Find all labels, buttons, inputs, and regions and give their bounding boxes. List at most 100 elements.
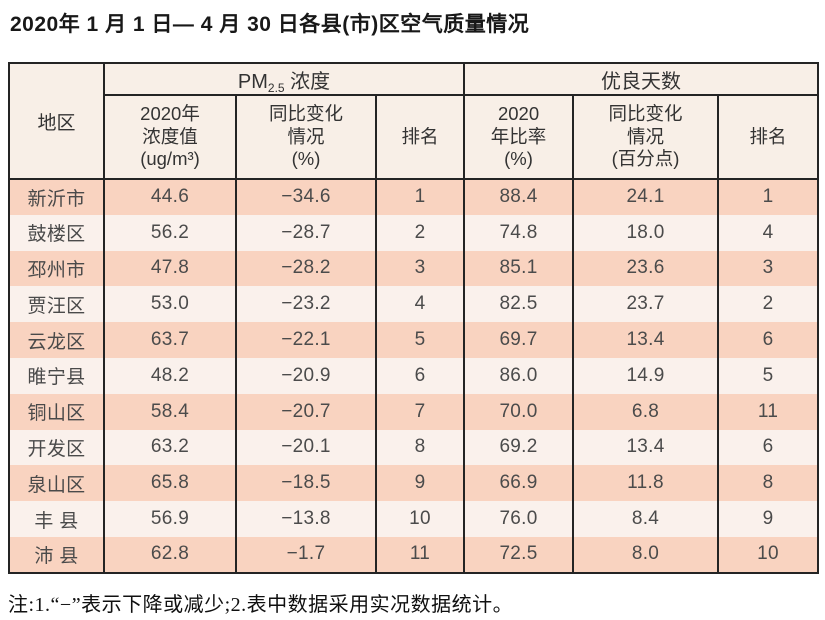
good-ratio-cell: 69.7 (463, 322, 575, 358)
pm-rank-cell: 10 (374, 501, 466, 537)
good-change-cell: 23.7 (572, 286, 720, 323)
good-ratio-cell: 66.9 (463, 465, 575, 502)
good-rank-cell: 5 (717, 357, 820, 394)
pm-rank-cell: 6 (374, 357, 466, 394)
region-cell: 泉山区 (8, 465, 105, 502)
air-quality-table: 地区 PM2.5 浓度 优良天数 2020年 浓度值 (ug/m³) 同比变化 … (8, 62, 820, 574)
good-rank-cell: 4 (717, 214, 820, 251)
good-ratio-cell: 85.1 (463, 250, 575, 287)
pm-label: PM (237, 70, 268, 93)
pm-change-cell: −20.9 (235, 357, 377, 394)
pm-change-cell: −23.2 (235, 286, 377, 323)
pm-label-suffix: 浓度 (284, 70, 331, 93)
good-rank-cell: 6 (717, 429, 820, 466)
pm-rank-cell: 11 (374, 536, 466, 573)
pm-change-cell: −20.1 (235, 429, 377, 466)
header-sub-row: 2020年 浓度值 (ug/m³) 同比变化 情况 (%) 排名 2020 年比… (9, 95, 820, 180)
page-title: 2020年 1 月 1 日— 4 月 30 日各县(市)区空气质量情况 (10, 13, 530, 36)
pm-change-cell: −20.7 (235, 393, 377, 430)
pm-change-cell: −18.5 (235, 465, 377, 502)
good-ratio-cell: 82.5 (463, 286, 575, 323)
good-ratio-cell: 70.0 (463, 393, 575, 430)
header-good-change: 同比变化 情况 (百分点) (572, 95, 720, 180)
good-ratio-cell: 74.8 (463, 214, 575, 251)
header-pm-change: 同比变化 情况 (%) (235, 95, 377, 180)
good-ratio-cell: 69.2 (463, 429, 575, 466)
good-ratio-cell: 86.0 (463, 357, 575, 394)
region-cell: 睢宁县 (8, 357, 105, 394)
pm-value-cell: 48.2 (103, 357, 237, 394)
good-change-cell: 24.1 (572, 179, 720, 215)
pm-value-cell: 47.8 (103, 250, 237, 287)
table-row: 云龙区 63.7 −22.1 5 69.7 13.4 6 (8, 322, 820, 358)
good-rank-cell: 1 (717, 179, 820, 215)
table-row: 沛 县 62.8 −1.7 11 72.5 8.0 10 (8, 536, 820, 573)
header-group-row: 地区 PM2.5 浓度 优良天数 (8, 63, 820, 180)
region-cell: 鼓楼区 (8, 214, 105, 251)
pm-value-cell: 58.4 (103, 393, 237, 430)
table-row: 铜山区 58.4 −20.7 7 70.0 6.8 11 (8, 393, 820, 430)
good-ratio-cell: 88.4 (463, 179, 575, 215)
pm-value-cell: 63.2 (103, 429, 237, 466)
pm-value-cell: 62.8 (103, 536, 237, 573)
pm-value-cell: 44.6 (103, 179, 237, 215)
table-row: 开发区 63.2 −20.1 8 69.2 13.4 6 (8, 429, 820, 466)
good-change-cell: 23.6 (572, 250, 720, 287)
good-rank-cell: 10 (717, 536, 820, 573)
header-good-ratio: 2020 年比率 (%) (463, 95, 575, 180)
pm-rank-cell: 3 (374, 250, 466, 287)
region-cell: 沛 县 (8, 536, 105, 573)
good-rank-cell: 6 (717, 322, 820, 358)
good-change-cell: 8.4 (572, 501, 720, 537)
region-cell: 邳州市 (8, 250, 105, 287)
pm-rank-cell: 8 (374, 429, 466, 466)
good-rank-cell: 9 (717, 501, 820, 537)
region-cell: 开发区 (8, 429, 105, 466)
pm-change-cell: −13.8 (235, 501, 377, 537)
pm-value-cell: 53.0 (103, 286, 237, 323)
region-cell: 云龙区 (8, 322, 105, 358)
header-group-good-days: 优良天数 (463, 63, 820, 96)
region-cell: 铜山区 (8, 393, 105, 430)
good-rank-cell: 3 (717, 250, 820, 287)
header-pm-rank: 排名 (374, 95, 466, 180)
pm-change-cell: −1.7 (235, 536, 377, 573)
good-change-cell: 13.4 (572, 429, 720, 466)
pm-rank-cell: 7 (374, 393, 466, 430)
pm-rank-cell: 2 (374, 214, 466, 251)
header-good-rank: 排名 (717, 95, 820, 180)
good-ratio-cell: 72.5 (463, 536, 575, 573)
pm-rank-cell: 9 (374, 465, 466, 502)
good-change-cell: 8.0 (572, 536, 720, 573)
region-cell: 新沂市 (8, 179, 105, 215)
header-region: 地区 (8, 63, 105, 180)
pm-change-cell: −34.6 (235, 179, 377, 215)
table-row: 泉山区 65.8 −18.5 9 66.9 11.8 8 (8, 465, 820, 502)
good-rank-cell: 2 (717, 286, 820, 323)
pm-value-cell: 56.2 (103, 214, 237, 251)
footnote: 注:1.“−”表示下降或减少;2.表中数据采用实况数据统计。 (8, 594, 514, 616)
good-change-cell: 14.9 (572, 357, 720, 394)
table-row: 贾汪区 53.0 −23.2 4 82.5 23.7 2 (8, 286, 820, 323)
good-rank-cell: 11 (717, 393, 820, 430)
good-change-cell: 13.4 (572, 322, 720, 358)
pm-rank-cell: 4 (374, 286, 466, 323)
pm-value-cell: 56.9 (103, 501, 237, 537)
table-row: 睢宁县 48.2 −20.9 6 86.0 14.9 5 (8, 357, 820, 394)
table-row: 丰 县 56.9 −13.8 10 76.0 8.4 9 (8, 501, 820, 537)
good-ratio-cell: 76.0 (463, 501, 575, 537)
header-group-pm25: PM2.5 浓度 (102, 63, 466, 96)
pm-change-cell: −22.1 (235, 322, 377, 358)
table-body: 新沂市 44.6 −34.6 1 88.4 24.1 1 鼓楼区 56.2 −2… (8, 179, 820, 573)
table-row: 邳州市 47.8 −28.2 3 85.1 23.6 3 (8, 250, 820, 287)
pm-rank-cell: 1 (374, 179, 466, 215)
pm-value-cell: 63.7 (103, 322, 237, 358)
good-change-cell: 6.8 (572, 393, 720, 430)
region-cell: 贾汪区 (8, 286, 105, 323)
good-change-cell: 18.0 (572, 214, 720, 251)
pm-value-cell: 65.8 (103, 465, 237, 502)
good-change-cell: 11.8 (572, 465, 720, 502)
table-row: 鼓楼区 56.2 −28.7 2 74.8 18.0 4 (8, 214, 820, 251)
pm-subscript: 2.5 (267, 80, 285, 95)
